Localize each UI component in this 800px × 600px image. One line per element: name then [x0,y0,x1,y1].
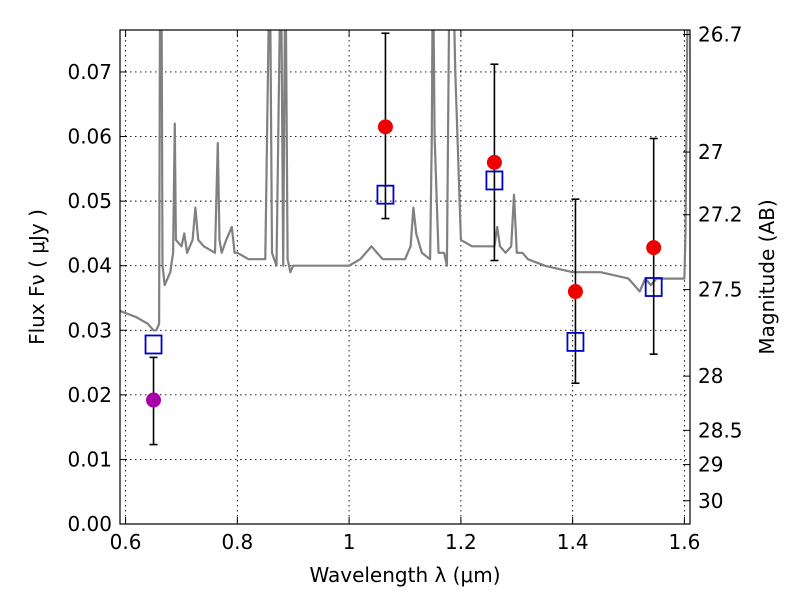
y-tick-label: 0.07 [67,60,112,84]
square-marker [644,277,663,297]
x-tick-label: 1.6 [669,530,701,554]
x-tick-label: 1.4 [557,530,589,554]
circle-marker [377,119,393,135]
right-tick-label: 28 [698,364,723,388]
y-tick-label: 0.01 [67,447,112,471]
y-axis-title: Flux Fν ( μJy ) [25,209,49,345]
axis-ticks: 0.6 0.8 1 1.2 1.4 1.6 0.00 0.01 0.02 0.03 0.04 0.05… [67,23,742,554]
right-tick-label: 29 [698,453,723,477]
right-tick-label: 26.7 [698,23,743,47]
right-tick-label: 27 [698,140,723,164]
square-marker [144,334,163,355]
spectrum-series [120,30,689,332]
y-tick-label: 0.04 [67,254,112,278]
x-tick-label: 1 [343,530,356,554]
right-tick-label: 27.5 [698,278,743,302]
y-tick-label: 0.03 [67,318,112,342]
square-marker [566,331,585,352]
square-marker [376,184,395,205]
square-marker [485,170,504,191]
right-tick-label: 28.5 [698,418,743,442]
y-tick-label: 0.02 [67,383,112,407]
x-tick-label: 1.2 [445,530,477,554]
gridlines [120,30,690,525]
circle-marker [567,284,583,300]
spectrum-line [120,30,689,332]
plot-background [120,30,690,524]
right-tick-label: 30 [698,489,723,513]
circle-marker [646,240,662,256]
x-tick-label: 0.6 [110,530,142,554]
circle-marker [486,154,502,170]
y-tick-label: 0.06 [67,125,112,149]
data-markers [144,119,663,408]
y-tick-label: 0.00 [67,512,112,536]
right-tick-label: 27.2 [698,203,743,227]
right-axis-title: Magnitude (AB) [755,199,779,354]
plot-frame [119,29,691,525]
x-axis-title: Wavelength λ (μm) [309,563,500,587]
x-tick-label: 0.8 [221,530,253,554]
y-tick-label: 0.05 [67,189,112,213]
circle-marker [146,392,162,408]
